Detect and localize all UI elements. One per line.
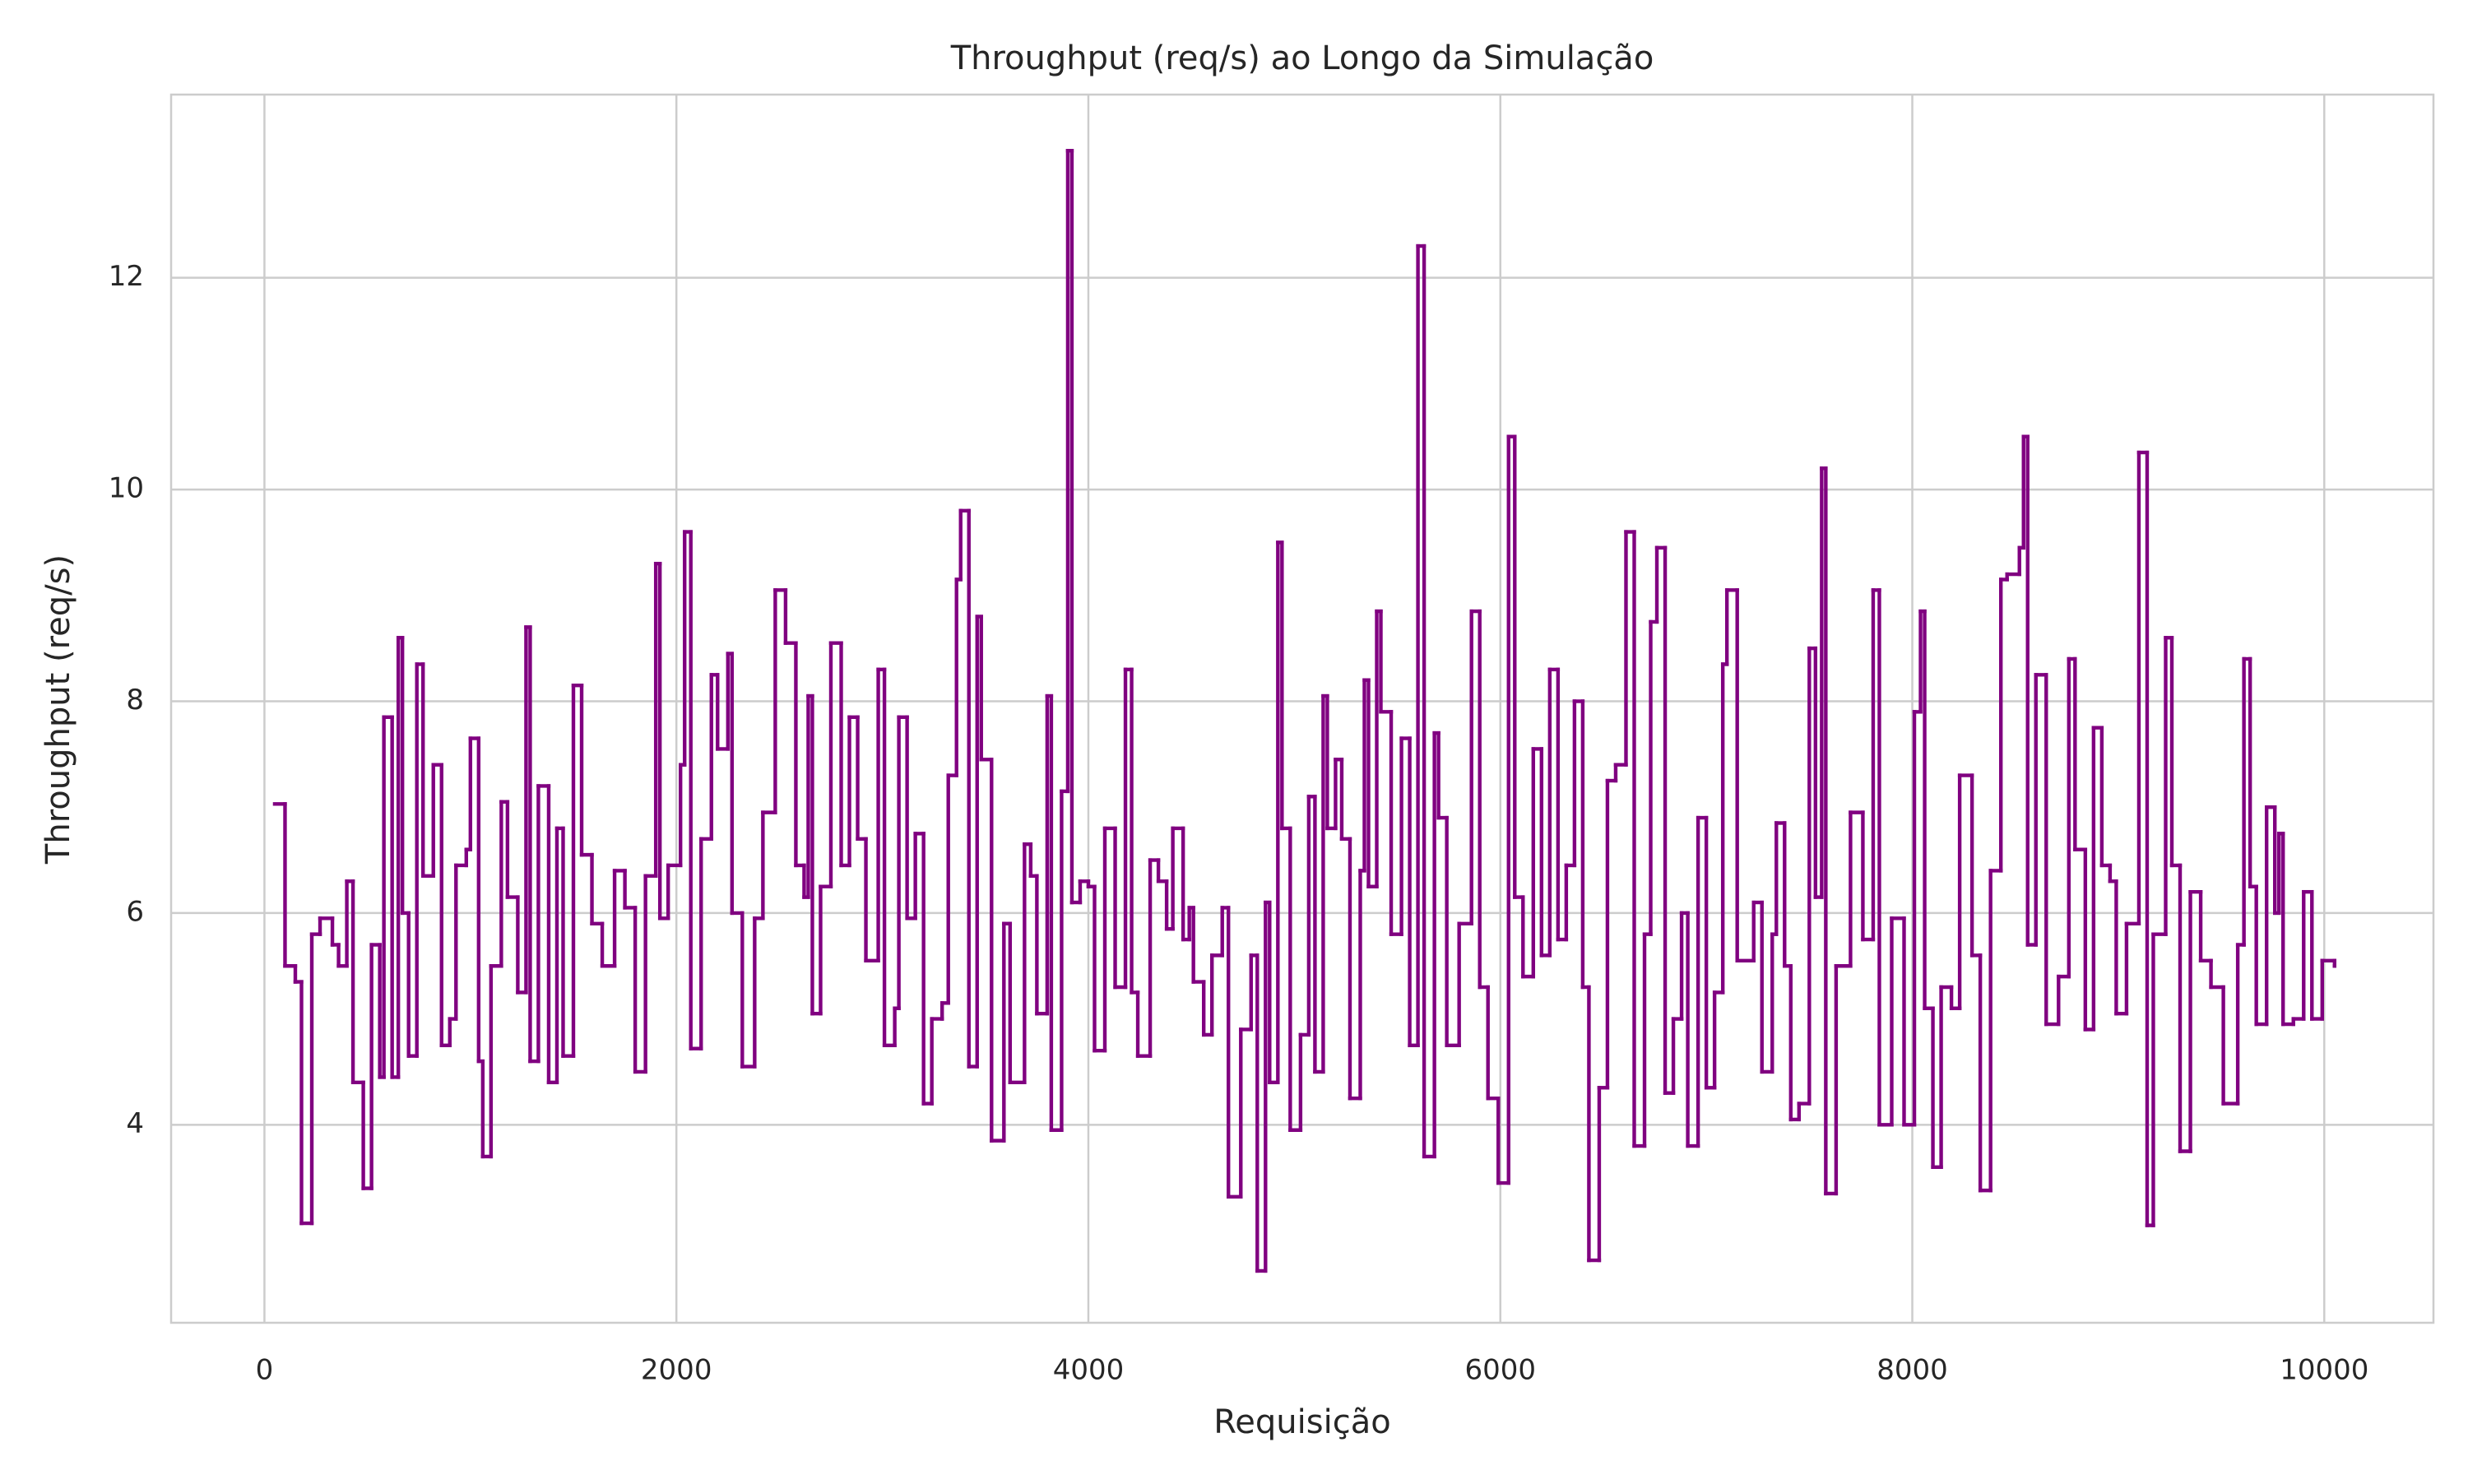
chart-title: Throughput (req/s) ao Longo da Simulação <box>950 39 1654 77</box>
x-tick-label: 4000 <box>1053 1354 1125 1387</box>
y-tick-label: 10 <box>109 472 144 505</box>
x-tick-label: 8000 <box>1877 1354 1948 1387</box>
plot-area <box>272 149 2337 1273</box>
y-tick-label: 8 <box>126 684 144 716</box>
y-axis-label: Throughput (req/s) <box>39 554 77 865</box>
grid <box>171 95 2433 1323</box>
y-tick-label: 12 <box>109 260 144 293</box>
x-tick-label: 6000 <box>1464 1354 1536 1387</box>
y-tick-label: 6 <box>126 895 144 928</box>
x-tick-label: 10000 <box>2280 1354 2368 1387</box>
x-axis-label: Requisição <box>1213 1403 1390 1441</box>
x-tick-label: 0 <box>256 1354 274 1387</box>
y-tick-label: 4 <box>126 1107 144 1140</box>
axes-frame <box>169 93 2435 1324</box>
x-tick-label: 2000 <box>641 1354 712 1387</box>
